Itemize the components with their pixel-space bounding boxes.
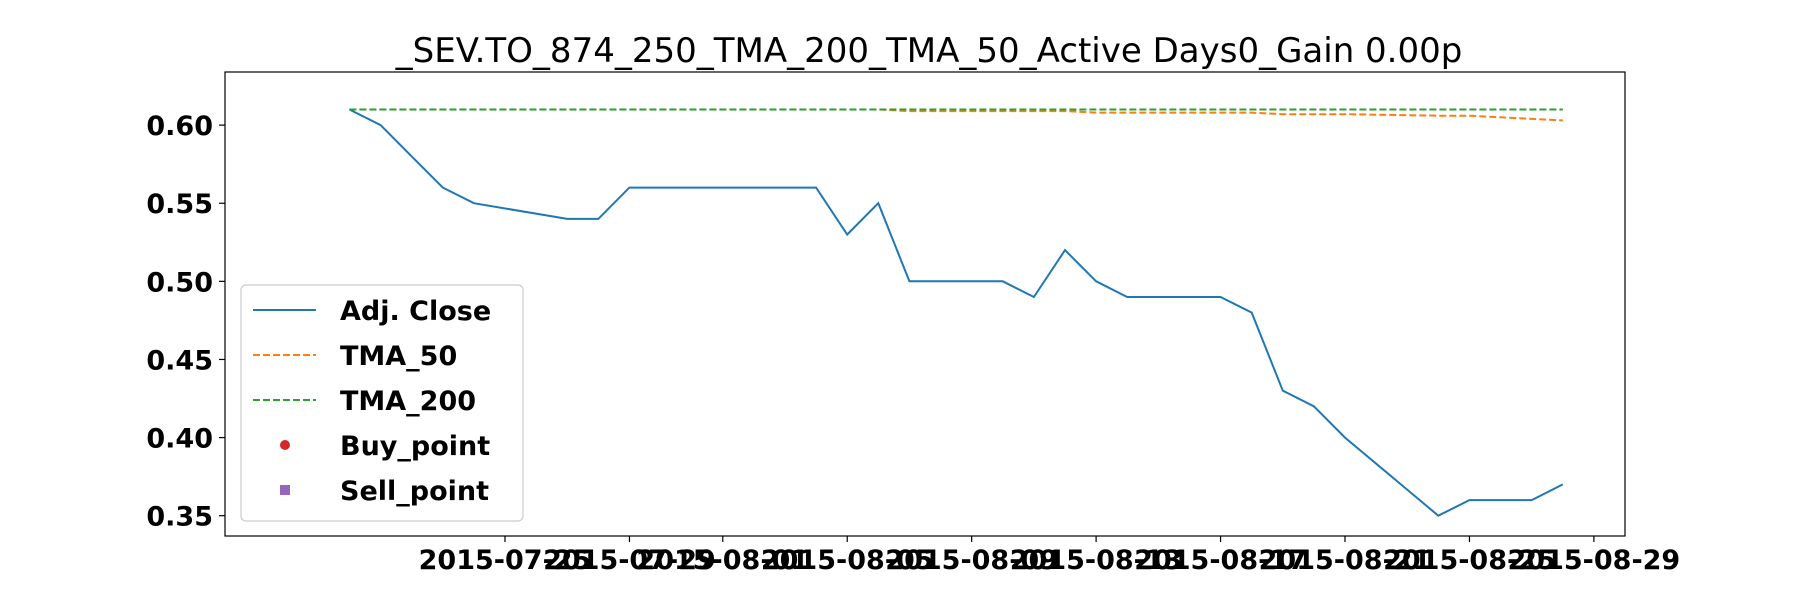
plot-area <box>348 108 1564 517</box>
x-tick-label: 2015-07-29 <box>543 545 716 576</box>
x-tick-label: 2015-07-25 <box>419 545 592 576</box>
x-tick-label: 2015-08-21 <box>1259 545 1432 576</box>
series-line-1 <box>349 108 1563 122</box>
legend-label: TMA_50 <box>340 341 457 372</box>
chart-title: _SEV.TO_874_250_TMA_200_TMA_50_Active Da… <box>395 31 1463 71</box>
x-tick-label: 2015-08-29 <box>1508 545 1681 576</box>
axes-frame <box>224 71 1626 537</box>
legend-label: Buy_point <box>340 431 490 462</box>
y-axis: 0.35 0.40 0.45 0.50 0.55 0.60 <box>146 111 225 533</box>
x-tick-label: 2015-08-25 <box>1383 545 1556 576</box>
y-tick-label: 0.60 <box>146 111 213 142</box>
legend-box <box>240 284 524 522</box>
legend-label: Adj. Close <box>340 296 491 327</box>
y-tick-label: 0.55 <box>146 189 213 220</box>
x-tick-label: 2015-08-17 <box>1134 545 1307 576</box>
legend-label: TMA_200 <box>340 386 476 417</box>
y-tick-label: 0.45 <box>146 345 213 376</box>
legend-marker <box>280 440 290 450</box>
legend-marker <box>280 485 290 495</box>
x-tick-label: 2015-08-13 <box>1010 545 1183 576</box>
y-tick-label: 0.35 <box>146 502 213 533</box>
series-line-0 <box>348 108 1564 517</box>
x-tick-label: 2015-08-09 <box>885 545 1058 576</box>
x-tick-label: 2015-08-01 <box>636 545 809 576</box>
y-tick-label: 0.40 <box>146 424 213 455</box>
legend-label: Sell_point <box>340 476 489 507</box>
x-axis: 2015-07-252015-07-292015-08-012015-08-05… <box>419 536 1681 576</box>
y-tick-label: 0.50 <box>146 267 213 298</box>
x-tick-label: 2015-08-05 <box>761 545 934 576</box>
legend: Adj. Close TMA_50 TMA_200 Buy_point Sell_poi… <box>240 284 524 522</box>
